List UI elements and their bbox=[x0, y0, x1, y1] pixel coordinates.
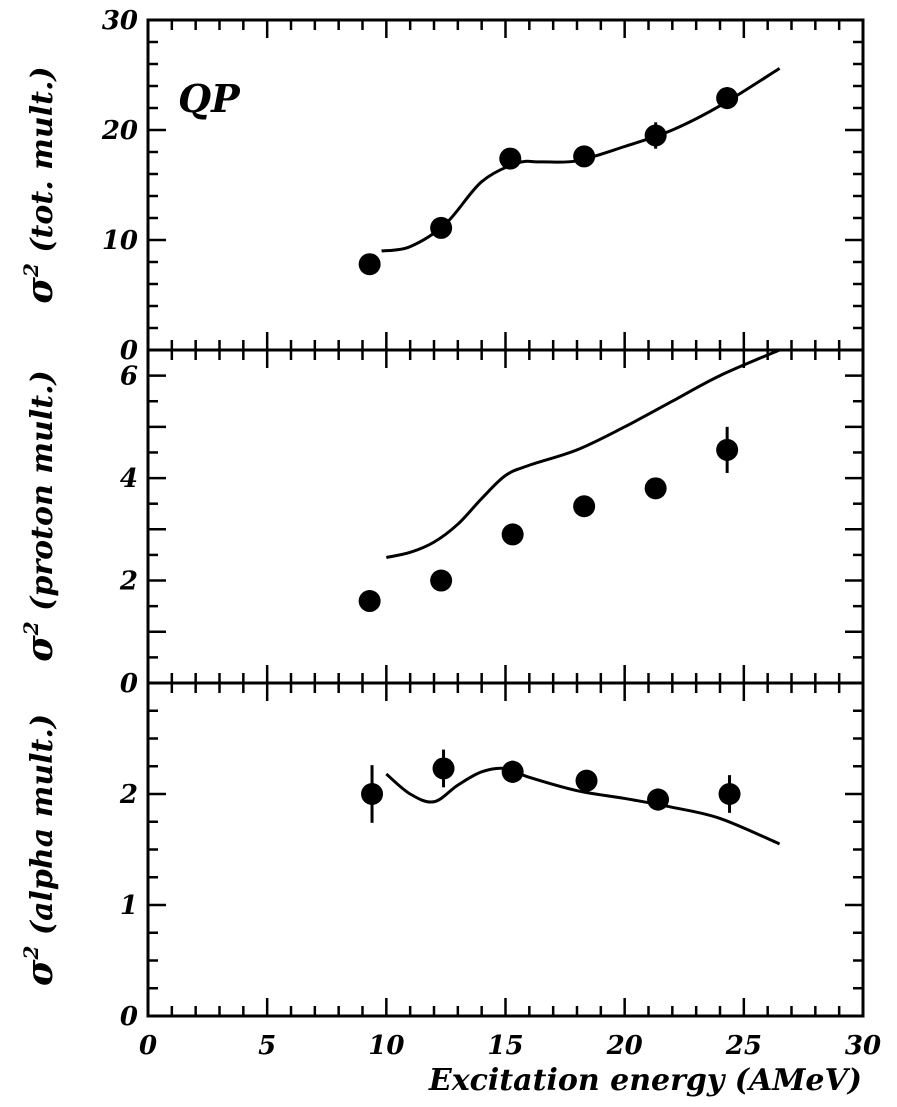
y-tick-label-0: 0 bbox=[120, 669, 138, 699]
data-point-tot-mult-1 bbox=[430, 216, 453, 239]
model-curve-proton-mult bbox=[386, 348, 781, 559]
y-tick-label-0: 0 bbox=[120, 336, 138, 366]
data-point-proton-mult-5 bbox=[716, 438, 739, 461]
data-point-proton-mult-4 bbox=[644, 477, 667, 500]
data-point-alpha-mult-3 bbox=[575, 769, 598, 792]
ylabel-proton-mult-rest: (proton mult.) bbox=[25, 370, 60, 621]
data-point-tot-mult-0 bbox=[358, 253, 381, 276]
xlabel: Excitation energy (AMeV) bbox=[428, 1063, 862, 1098]
ylabel-tot-mult: σ2 (tot. mult.) bbox=[19, 66, 61, 303]
panel-tot-mult-frame bbox=[146, 18, 865, 352]
data-point-tot-mult-5 bbox=[716, 87, 739, 110]
ylabel-tot-mult-rest: (tot. mult.) bbox=[25, 66, 60, 263]
ylabel-alpha-mult-sigma: σ bbox=[19, 959, 61, 986]
y-tick-label-2: 2 bbox=[119, 780, 138, 810]
y-tick-label-0: 0 bbox=[120, 1002, 138, 1032]
panel-alpha-mult-points bbox=[361, 749, 741, 823]
y-tick-label-20: 20 bbox=[101, 116, 138, 146]
data-point-alpha-mult-2 bbox=[501, 760, 524, 783]
data-point-proton-mult-1 bbox=[430, 569, 453, 592]
x-tick-label-0: 0 bbox=[139, 1031, 157, 1061]
panel-proton-mult-points bbox=[358, 426, 739, 613]
ylabel-tot-mult-sup: 2 bbox=[19, 263, 43, 278]
ylabel-alpha-mult-rest: (alpha mult.) bbox=[25, 714, 60, 946]
data-point-tot-mult-2 bbox=[499, 147, 522, 170]
y-tick-label-4: 4 bbox=[120, 464, 138, 494]
x-tick-label-30: 30 bbox=[845, 1031, 881, 1061]
y-tick-label-30: 30 bbox=[102, 6, 138, 36]
data-point-tot-mult-4 bbox=[644, 124, 667, 147]
panel-alpha-mult-y-tick-labels: 0 1 2 bbox=[119, 780, 138, 1032]
y-tick-label-10: 10 bbox=[102, 226, 138, 256]
ylabel-alpha-mult-sup: 2 bbox=[19, 945, 43, 960]
data-point-alpha-mult-0 bbox=[361, 783, 384, 805]
x-tick-labels: 0 5 10 15 20 25 30 bbox=[139, 1031, 881, 1061]
ylabel-proton-mult-sup: 2 bbox=[19, 621, 43, 636]
panel-tot-mult: QP 0 10 20 30 σ2 (tot. mult.) bbox=[19, 6, 865, 366]
data-point-tot-mult-3 bbox=[573, 145, 596, 168]
panel-tot-mult-points bbox=[358, 87, 739, 276]
x-tick-label-10: 10 bbox=[368, 1031, 404, 1061]
x-tick-label-5: 5 bbox=[258, 1031, 276, 1061]
panel-label-qp: QP bbox=[178, 76, 241, 121]
data-point-alpha-mult-5 bbox=[718, 783, 741, 805]
panel-proton-mult-y-tick-labels: 0 2 4 6 bbox=[119, 362, 138, 699]
panel-alpha-mult-frame bbox=[146, 681, 865, 1018]
panel-alpha-mult-ticks bbox=[148, 683, 863, 1016]
ylabel-proton-mult-sigma: σ bbox=[19, 635, 61, 662]
x-tick-label-25: 25 bbox=[725, 1031, 762, 1061]
panel-alpha-mult: 012 0 5 10 15 20 25 30 σ2 (alpha mult.) Excita… bbox=[19, 681, 881, 1098]
x-tick-label-20: 20 bbox=[606, 1031, 643, 1061]
y-tick-label-6: 6 bbox=[120, 362, 138, 392]
data-point-proton-mult-3 bbox=[573, 495, 596, 518]
data-point-alpha-mult-1 bbox=[432, 757, 455, 780]
ylabel-alpha-mult: σ2 (alpha mult.) bbox=[19, 714, 61, 986]
ylabel-proton-mult: σ2 (proton mult.) bbox=[19, 370, 61, 661]
data-point-proton-mult-0 bbox=[358, 590, 381, 613]
y-tick-label-1: 1 bbox=[120, 891, 138, 921]
panel-proton-mult-curve bbox=[386, 348, 781, 559]
x-tick-label-15: 15 bbox=[487, 1031, 523, 1061]
panel-proton-mult-ticks bbox=[148, 350, 863, 683]
panel-tot-mult-ticks bbox=[148, 20, 863, 350]
panel-proton-mult-frame bbox=[146, 348, 865, 685]
ylabel-tot-mult-sigma: σ bbox=[19, 277, 61, 304]
panel-tot-mult-y-tick-labels: 0 10 20 30 bbox=[101, 6, 138, 366]
data-point-proton-mult-2 bbox=[501, 523, 524, 546]
data-point-alpha-mult-4 bbox=[647, 788, 670, 811]
y-tick-label-2: 2 bbox=[119, 567, 138, 597]
